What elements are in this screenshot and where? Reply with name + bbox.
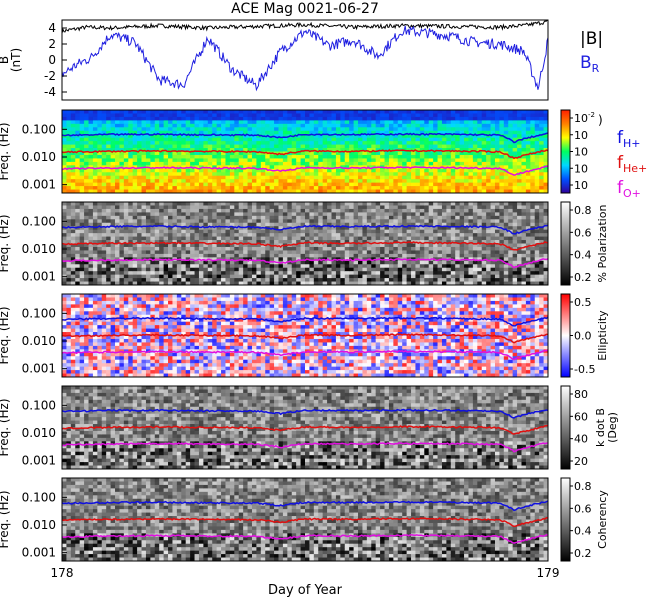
- y-tick-label: -2: [44, 69, 56, 83]
- y-tick-label: 0.010: [22, 334, 56, 348]
- panel-coherency: 0.100 0.010 0.001 Freq. (Hz) 0.8 0.6 0.4 0.2 Coh…: [0, 478, 609, 561]
- y-tick-label: 0.100: [22, 214, 56, 228]
- colorbar-tick-label: 40: [574, 433, 588, 446]
- panel-power: 0.100 0.010 0.001 Freq. (Hz) 10-2 10 10 10 10) fH…: [0, 110, 647, 200]
- colorbar-tick-label: 10: [574, 179, 588, 192]
- legend-f_oplus: fO+: [617, 178, 641, 200]
- colorbar-tick-label: 0.6: [574, 226, 592, 239]
- y-tick-label: 0.010: [22, 426, 56, 440]
- frequency-axis-label: Freq. (Hz): [0, 490, 11, 548]
- legend-f_hplus: fH+: [617, 128, 641, 150]
- y-tick-label: 0.001: [22, 362, 56, 376]
- frequency-axis-label: Freq. (Hz): [0, 306, 11, 364]
- panel-b-field: 4 2 0 -2 -4 B(nT) |B| BR: [0, 20, 603, 100]
- colorbar-coherency: [561, 478, 570, 561]
- frequency-axis-label: Freq. (Hz): [0, 214, 11, 272]
- colorbar-ellipticity: [561, 294, 570, 377]
- chart-title: ACE Mag 0021-06-27: [231, 1, 379, 17]
- colorbar-tick-label: 0.4: [574, 525, 592, 538]
- y-tick-label: 0.010: [22, 242, 56, 256]
- y-tick-label: 0.001: [22, 454, 56, 468]
- colorbar-tick-label: 10-2: [574, 111, 595, 125]
- legend-f_heplus: fHe+: [617, 153, 647, 175]
- colorbar-tick-label: 80: [574, 388, 588, 401]
- panel-ellipticity: 0.100 0.010 0.001 Freq. (Hz) 0.5 0.0 -0.5Ellip…: [0, 294, 609, 377]
- colorbar-power: [561, 110, 570, 193]
- colorbar-tick-label: 60: [574, 410, 588, 423]
- colorbar-tick-label: 20: [574, 455, 588, 468]
- y-tick-label: 0.100: [22, 398, 56, 412]
- y-tick-label: 0.001: [22, 546, 56, 560]
- x-axis-label: Day of Year: [268, 583, 343, 598]
- y-tick-label: 2: [48, 37, 56, 51]
- y-tick-label: 0.100: [22, 306, 56, 320]
- y-tick-label: 0.001: [22, 178, 56, 192]
- panel-kdotb: 0.100 0.010 0.001 Freq. (Hz) 80 60 40 20 k dot B…: [0, 386, 619, 469]
- frequency-axis-label: Freq. (Hz): [0, 122, 11, 180]
- colorbar-tick-label: 0.6: [574, 502, 592, 515]
- y-tick-label: -4: [44, 85, 56, 99]
- colorbar-label: ): [598, 113, 603, 127]
- y-tick-label: 4: [48, 21, 56, 35]
- x-tick-label: 178: [51, 566, 74, 580]
- y-tick-label: 0.010: [22, 518, 56, 532]
- y-tick-label: 0.100: [22, 122, 56, 136]
- colorbar-tick-label: 0.2: [574, 547, 592, 560]
- colorbar-tick-label: 0.8: [574, 480, 592, 493]
- y-tick-label: 0.010: [22, 150, 56, 164]
- colorbar-label: Ellipticity: [596, 310, 609, 361]
- legend-b-total: |B|: [580, 29, 603, 49]
- colorbar-tick-label: -0.5: [574, 363, 595, 376]
- y-tick-label: 0: [48, 53, 56, 67]
- x-tick-label: 179: [537, 566, 560, 580]
- colorbar-label: Coherency: [596, 490, 609, 549]
- b-axis-label: B(nT): [0, 48, 23, 72]
- colorbar-label: % Polarization: [596, 205, 609, 283]
- colorbar-tick-label: 0.0: [574, 330, 592, 343]
- y-tick-label: 0.100: [22, 490, 56, 504]
- colorbar-kdotb: [561, 386, 570, 469]
- colorbar-tick-label: 10: [574, 129, 588, 142]
- y-tick-label: 0.001: [22, 270, 56, 284]
- colorbar-tick-label: 0.5: [574, 296, 592, 309]
- colorbar-tick-label: 10: [574, 162, 588, 175]
- panel-polarization: 0.100 0.010 0.001 Freq. (Hz) 0.8 0.6 0.4 0.2 % P…: [0, 202, 609, 285]
- colorbar-tick-label: 0.4: [574, 249, 592, 262]
- colorbar-tick-label: 0.8: [574, 204, 592, 217]
- frequency-axis-label: Freq. (Hz): [0, 398, 11, 456]
- colorbar-tick-label: 10: [574, 146, 588, 159]
- legend-b-r: BR: [580, 53, 600, 75]
- colorbar-polarization: [561, 202, 570, 285]
- colorbar-label: k dot B(Deg): [594, 408, 619, 447]
- colorbar-tick-label: 0.2: [574, 271, 592, 284]
